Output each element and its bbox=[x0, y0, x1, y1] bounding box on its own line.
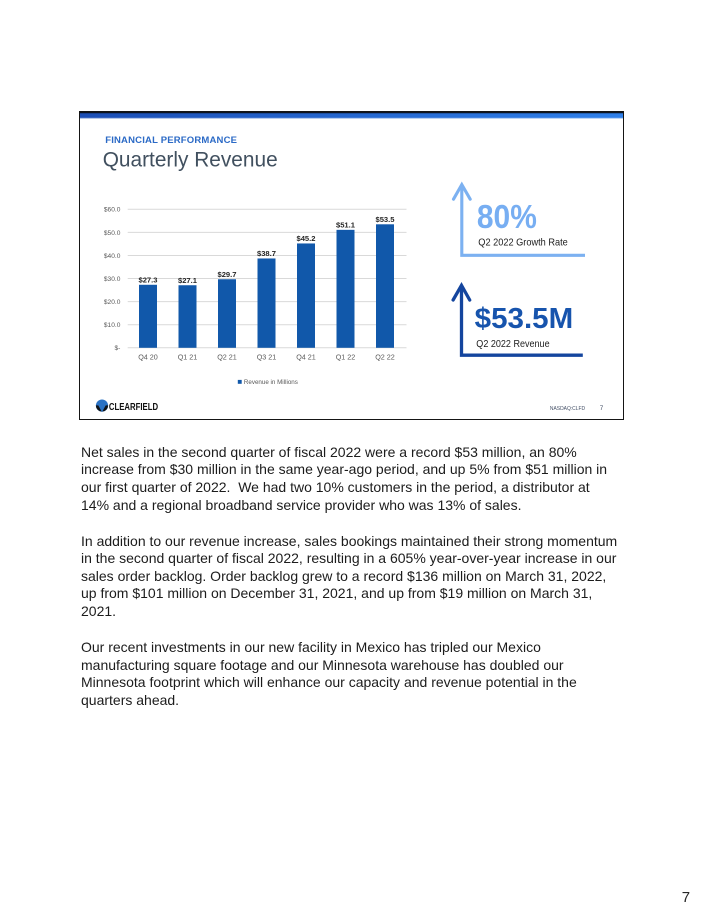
svg-text:Q4 21: Q4 21 bbox=[296, 353, 316, 362]
svg-text:$60.0: $60.0 bbox=[104, 207, 121, 214]
svg-text:$45.2: $45.2 bbox=[296, 234, 315, 243]
svg-text:Q1 21: Q1 21 bbox=[178, 353, 198, 362]
svg-text:$29.7: $29.7 bbox=[217, 270, 236, 279]
svg-text:$53.5: $53.5 bbox=[375, 215, 395, 224]
svg-text:7: 7 bbox=[600, 405, 604, 412]
svg-text:$50.0: $50.0 bbox=[104, 230, 121, 237]
svg-text:Quarterly Revenue: Quarterly Revenue bbox=[103, 148, 278, 172]
svg-text:$51.1: $51.1 bbox=[336, 221, 356, 230]
svg-text:$30.0: $30.0 bbox=[104, 276, 121, 283]
svg-text:$40.0: $40.0 bbox=[104, 253, 121, 260]
svg-text:Q3 21: Q3 21 bbox=[257, 353, 277, 362]
svg-text:Q4 20: Q4 20 bbox=[138, 353, 158, 362]
svg-text:$10.0: $10.0 bbox=[104, 322, 121, 329]
svg-text:$53.5M: $53.5M bbox=[475, 303, 574, 335]
svg-text:Q2 21: Q2 21 bbox=[217, 353, 237, 362]
svg-text:Q2 2022 Growth Rate: Q2 2022 Growth Rate bbox=[478, 237, 568, 248]
svg-text:80%: 80% bbox=[477, 198, 537, 235]
svg-text:FINANCIAL PERFORMANCE: FINANCIAL PERFORMANCE bbox=[105, 135, 237, 146]
svg-text:$38.7: $38.7 bbox=[257, 249, 276, 258]
svg-text:$20.0: $20.0 bbox=[104, 299, 121, 306]
svg-text:Q1 22: Q1 22 bbox=[336, 353, 356, 362]
svg-text:Q2 22: Q2 22 bbox=[375, 353, 395, 362]
svg-text:$-: $- bbox=[115, 345, 121, 352]
svg-text:$27.1: $27.1 bbox=[178, 276, 198, 285]
svg-text:Q2 2022 Revenue: Q2 2022 Revenue bbox=[476, 339, 550, 350]
svg-text:Revenue in Millions: Revenue in Millions bbox=[244, 379, 298, 386]
svg-text:NASDAQ:CLFD: NASDAQ:CLFD bbox=[550, 406, 585, 412]
svg-text:$27.3: $27.3 bbox=[138, 276, 157, 285]
svg-text:CLEARFIELD: CLEARFIELD bbox=[109, 401, 159, 413]
